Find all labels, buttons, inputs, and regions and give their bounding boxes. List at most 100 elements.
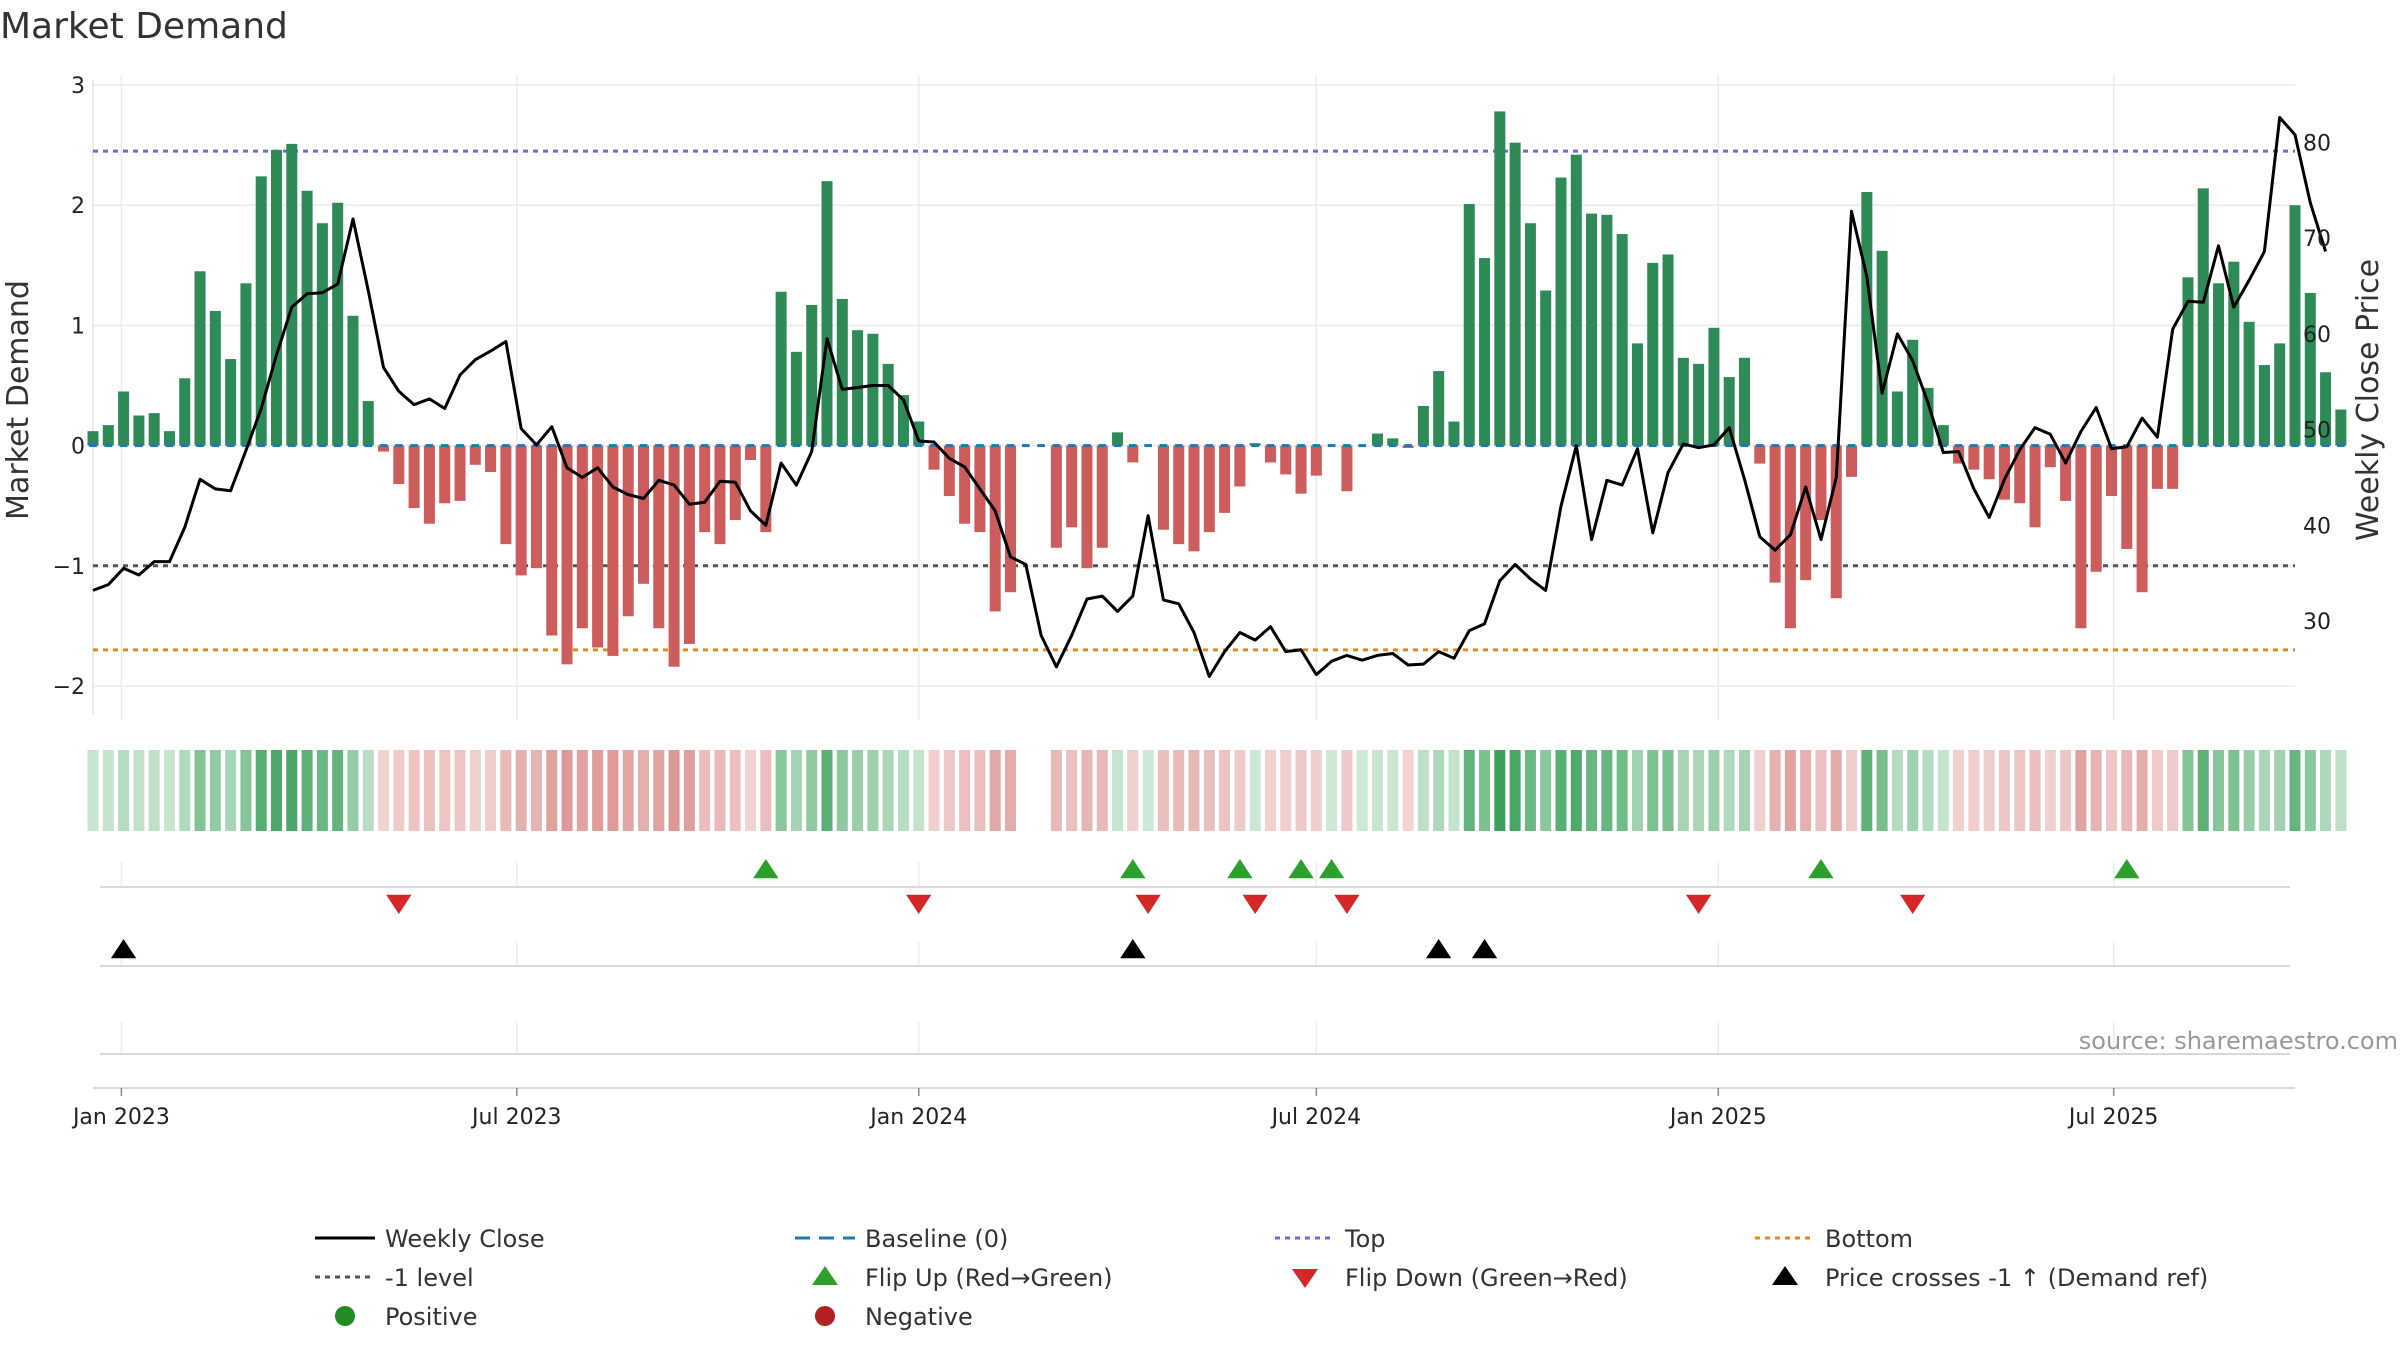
heat-cell xyxy=(2121,750,2133,831)
heat-cell xyxy=(332,750,344,831)
negative-bar xyxy=(1754,445,1766,464)
heat-cell xyxy=(852,750,864,831)
heat-cell xyxy=(1142,750,1154,831)
y-axis-left-label: Market Demand xyxy=(1,280,36,520)
positive-bar xyxy=(2197,188,2209,446)
negative-bar xyxy=(393,445,405,485)
heat-cell xyxy=(1937,750,1949,831)
heat-cell xyxy=(301,750,313,831)
heat-cell xyxy=(1402,750,1414,831)
x-tick-label: Jan 2023 xyxy=(71,1105,170,1130)
negative-bar xyxy=(714,445,726,545)
heat-cell xyxy=(2228,750,2240,831)
heat-cell xyxy=(118,750,130,831)
legend-label: Positive xyxy=(385,1303,478,1331)
x-tick-label: Jan 2025 xyxy=(1668,1105,1767,1130)
heat-cell xyxy=(1219,750,1231,831)
legend-item-negative: Negative xyxy=(815,1303,973,1331)
heat-cell xyxy=(561,750,573,831)
heat-cell xyxy=(913,750,925,831)
positive-bar xyxy=(1937,425,1949,446)
negative-bar xyxy=(1769,445,1781,583)
demand-heat-strip xyxy=(87,750,2347,831)
heat-cell xyxy=(592,750,604,831)
negative-bar xyxy=(1295,445,1307,494)
heat-cell xyxy=(1173,750,1185,831)
negative-bar xyxy=(2014,445,2026,504)
negative-bar xyxy=(1066,445,1078,528)
negative-bar xyxy=(989,445,1001,612)
negative-bar xyxy=(592,445,604,648)
positive-bar xyxy=(1616,234,1628,446)
heat-cell xyxy=(699,750,711,831)
negative-bar xyxy=(1998,445,2010,500)
flip-down-marker xyxy=(1685,894,1712,914)
positive-bar xyxy=(2274,343,2286,446)
heat-cell xyxy=(729,750,741,831)
legend-swatch-dot xyxy=(335,1306,355,1326)
flip-up-marker xyxy=(1318,859,1345,879)
heat-cell xyxy=(2029,750,2041,831)
negative-bar xyxy=(423,445,435,524)
negative-bar xyxy=(546,445,558,636)
heat-cell xyxy=(1081,750,1093,831)
heat-cell xyxy=(2014,750,2026,831)
positive-bar xyxy=(255,176,267,446)
heat-cell xyxy=(1127,750,1139,831)
negative-bar xyxy=(1341,445,1353,492)
negative-bar xyxy=(1234,445,1246,487)
heat-cell xyxy=(362,750,374,831)
legend-swatch-triangle xyxy=(1292,1269,1318,1288)
heat-cell xyxy=(745,750,757,831)
legend: Weekly Close Baseline (0) Top Bottom -1 leve… xyxy=(315,1225,2208,1331)
positive-bar xyxy=(1693,363,1705,446)
positive-bar xyxy=(806,304,818,446)
negative-bar xyxy=(2060,445,2072,501)
negative-bar xyxy=(378,445,390,452)
legend-label: -1 level xyxy=(385,1264,474,1292)
heat-cell xyxy=(760,750,772,831)
heat-cell xyxy=(2105,750,2118,831)
flip-up-marker xyxy=(753,859,779,879)
positive-bar xyxy=(1662,254,1674,446)
negative-bar xyxy=(2075,445,2087,629)
positive-bar xyxy=(179,378,191,446)
positive-bar xyxy=(332,202,344,446)
heat-cell xyxy=(683,750,695,831)
heat-cell xyxy=(2258,750,2270,831)
positive-bar xyxy=(118,391,130,446)
weekly-close-line xyxy=(92,116,2328,678)
heat-cell xyxy=(1203,750,1215,831)
heat-cell xyxy=(576,750,588,831)
heat-cell xyxy=(1096,750,1108,831)
heat-cell xyxy=(2060,750,2072,831)
heat-cell xyxy=(1907,750,1919,831)
heat-cell xyxy=(1800,750,1812,831)
positive-bar xyxy=(1601,214,1613,446)
flip-down-marker xyxy=(1900,894,1926,914)
price-cross-marker xyxy=(1426,939,1452,959)
heat-cell xyxy=(1861,750,1873,831)
positive-bar xyxy=(209,310,221,446)
heat-cell xyxy=(316,750,328,831)
heat-cell xyxy=(454,750,466,831)
heat-cell xyxy=(270,750,283,831)
flip-down-marker xyxy=(1242,894,1268,914)
positive-bar xyxy=(1876,250,1888,446)
heat-cell xyxy=(1249,750,1261,831)
y-left-tick-label: 1 xyxy=(71,314,85,339)
heat-cell xyxy=(1998,750,2010,831)
heat-cell xyxy=(163,750,175,831)
positive-bar xyxy=(240,283,252,446)
legend-label: Weekly Close xyxy=(385,1225,545,1253)
positive-bar xyxy=(1723,377,1735,446)
positive-bar xyxy=(1738,357,1751,446)
price-cross-marker xyxy=(1120,939,1146,959)
heat-cell xyxy=(1004,750,1017,831)
positive-bar xyxy=(1448,421,1460,446)
negative-bar xyxy=(2121,445,2133,549)
y-right-tick-label: 40 xyxy=(2303,514,2331,539)
positive-bar xyxy=(1540,290,1552,446)
heat-cell xyxy=(836,750,848,831)
